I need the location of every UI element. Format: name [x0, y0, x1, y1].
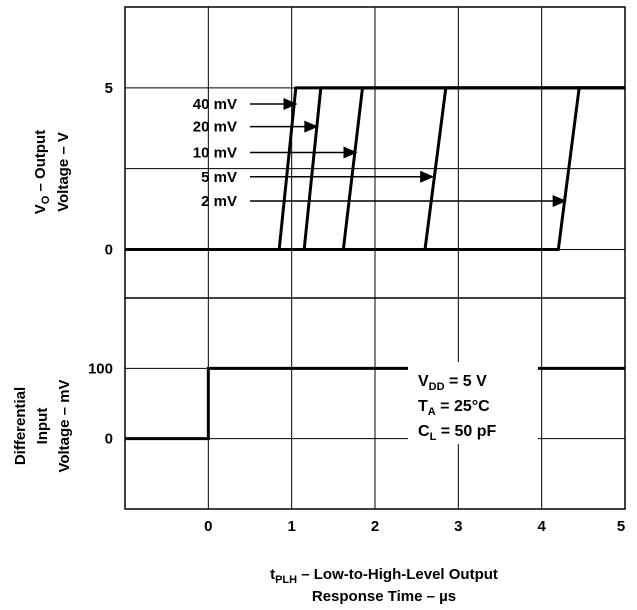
- xtick-label: 1: [287, 518, 295, 535]
- condition-ta: TA = 25°C: [418, 398, 490, 418]
- output-ylabel-line1: VO – Output: [32, 130, 52, 214]
- curve-label: 5 mV: [201, 169, 237, 186]
- output-curve-line: [125, 86, 625, 251]
- curve-arrow-head: [552, 195, 567, 207]
- x-tick-labels: 0 1 2 3 4 5: [204, 518, 625, 535]
- curve-label: 10 mV: [193, 145, 237, 162]
- output-ylabel-line2: Voltage – V: [55, 132, 72, 212]
- curve-arrow-head: [304, 120, 319, 133]
- ytick-label: 5: [105, 80, 113, 97]
- curve-label: 20 mV: [193, 119, 237, 136]
- ytick-label: 0: [105, 242, 113, 259]
- input-ylabel-line2: Input: [34, 408, 51, 445]
- output-curves: [125, 86, 625, 251]
- condition-vdd: VDD = 5 V: [418, 373, 487, 393]
- xtick-label: 2: [371, 518, 379, 535]
- xtick-label: 4: [537, 518, 546, 535]
- curve-arrow-head: [283, 98, 298, 110]
- xtick-label: 5: [617, 518, 625, 535]
- grid-lines: [124, 7, 626, 509]
- curve-label: 40 mV: [193, 96, 237, 113]
- ytick-label: 100: [88, 360, 113, 377]
- xtick-label: 3: [454, 518, 462, 535]
- ytick-label: 0: [105, 431, 113, 448]
- curve-arrow-head: [420, 170, 435, 183]
- input-ylabel-line1: Differential: [12, 387, 29, 465]
- xtick-label: 0: [204, 518, 212, 535]
- plot-frame: [124, 6, 626, 510]
- xlabel-line1: tPLH – Low-to-High-Level Output: [270, 566, 498, 586]
- condition-cl: CL = 50 pF: [418, 423, 497, 443]
- curve-label: 2 mV: [201, 193, 237, 210]
- curve-arrow-head: [343, 146, 358, 159]
- xlabel-line2: Response Time – µs: [312, 588, 456, 605]
- input-ylabel-line3: Voltage – mV: [56, 379, 73, 472]
- curve-labels: 40 mV 20 mV 10 mV 5 mV 2 mV: [193, 96, 567, 210]
- conditions-box: [408, 362, 538, 444]
